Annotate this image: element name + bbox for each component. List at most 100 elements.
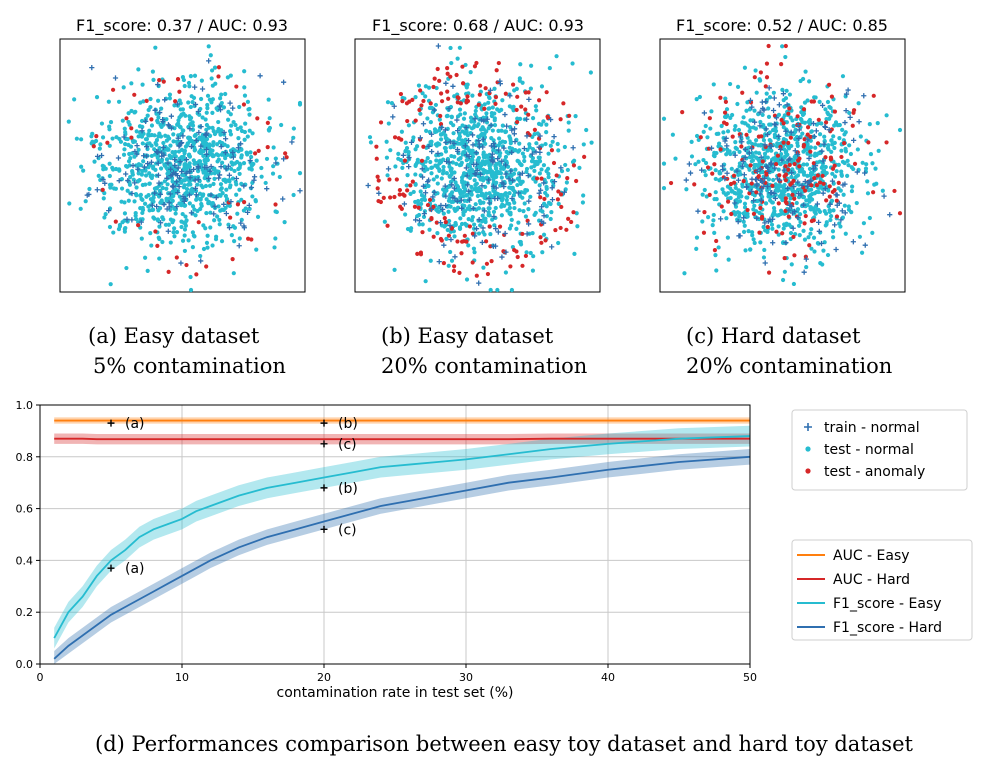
point-test-normal [451, 144, 456, 150]
point-test-normal [205, 245, 210, 250]
point-test-normal [415, 214, 420, 219]
point-test-normal [780, 277, 786, 283]
point-test-anomaly [765, 224, 770, 230]
point-test-normal [403, 149, 408, 154]
point-test-normal [182, 248, 188, 254]
point-test-normal [749, 151, 755, 156]
point-test-normal [714, 268, 719, 273]
point-train-normal [770, 107, 777, 114]
point-test-normal [429, 165, 435, 170]
point-test-normal [137, 124, 143, 129]
point-train-normal [811, 133, 817, 140]
point-test-normal [164, 138, 169, 143]
point-test-normal [757, 210, 762, 216]
point-test-normal [757, 151, 762, 156]
point-test-normal [456, 136, 462, 141]
panel-d-bands [54, 417, 750, 664]
point-test-normal [753, 142, 758, 147]
point-test-anomaly [413, 118, 418, 123]
point-test-normal [116, 99, 122, 104]
point-test-anomaly [567, 113, 572, 118]
point-test-anomaly [375, 186, 380, 191]
point-train-normal [458, 197, 464, 203]
point-test-anomaly [781, 121, 786, 126]
point-test-anomaly [758, 205, 763, 211]
point-test-normal [802, 209, 808, 215]
point-test-normal [800, 131, 805, 136]
point-test-normal [726, 257, 731, 262]
point-train-normal [501, 145, 507, 151]
point-train-normal [792, 148, 798, 154]
point-test-anomaly [780, 231, 785, 236]
point-test-normal [847, 143, 852, 148]
point-test-normal [439, 176, 444, 181]
point-test-normal [181, 111, 186, 116]
point-test-normal [789, 174, 794, 180]
point-train-normal [480, 144, 486, 150]
point-train-normal [491, 213, 497, 220]
point-test-anomaly [732, 180, 737, 185]
point-test-normal [499, 166, 504, 171]
point-test-normal [437, 168, 442, 174]
point-test-normal [472, 250, 477, 255]
point-test-normal [710, 222, 715, 228]
point-train-normal [790, 225, 796, 231]
point-test-anomaly [559, 204, 564, 210]
point-test-normal [774, 188, 779, 193]
point-test-normal [465, 145, 470, 150]
point-train-normal [86, 191, 92, 198]
point-test-anomaly [827, 194, 832, 199]
point-test-normal [550, 139, 555, 144]
point-test-normal [798, 134, 803, 139]
point-train-normal [478, 117, 485, 123]
point-train-normal [812, 163, 819, 169]
point-train-normal [537, 133, 543, 139]
point-test-normal [797, 233, 802, 238]
point-test-normal [418, 173, 423, 178]
legend-label: AUC - Easy [833, 548, 910, 564]
point-test-normal [187, 154, 193, 159]
point-test-normal [417, 222, 422, 227]
point-test-normal [447, 184, 452, 189]
point-test-anomaly [815, 173, 820, 178]
point-test-normal [701, 157, 706, 163]
point-test-anomaly [834, 214, 840, 219]
point-test-normal [492, 116, 497, 121]
point-test-normal [861, 221, 866, 226]
point-test-anomaly [718, 95, 723, 100]
point-test-normal [81, 168, 86, 173]
point-train-normal [222, 150, 229, 156]
point-test-normal [157, 256, 162, 261]
point-test-normal [803, 69, 808, 74]
point-train-normal [420, 183, 427, 189]
point-test-normal [173, 211, 178, 216]
point-train-normal [551, 134, 557, 140]
point-test-normal [205, 105, 210, 111]
point-test-normal [848, 151, 854, 157]
point-test-normal [771, 90, 776, 95]
legend-lines-box [791, 539, 973, 641]
point-train-normal [451, 140, 457, 147]
point-train-normal [463, 124, 469, 131]
point-test-normal [784, 221, 789, 226]
point-test-normal [723, 192, 729, 197]
point-train-normal [722, 138, 728, 144]
point-train-normal [833, 246, 839, 253]
point-test-anomaly [404, 101, 410, 106]
point-test-normal [807, 166, 813, 171]
tick-label-y: 0.2 [16, 606, 34, 619]
point-test-normal [543, 141, 548, 147]
point-train-normal [762, 260, 768, 266]
point-train-normal [762, 175, 768, 182]
point-test-normal [484, 191, 489, 196]
point-train-normal [173, 171, 179, 177]
point-test-normal [451, 131, 456, 136]
point-train-normal [761, 183, 767, 189]
point-test-normal [123, 142, 128, 147]
point-test-normal [555, 141, 560, 147]
point-test-normal [213, 237, 219, 242]
point-test-normal [159, 198, 164, 203]
point-test-normal [134, 216, 139, 222]
point-test-normal [247, 128, 252, 133]
